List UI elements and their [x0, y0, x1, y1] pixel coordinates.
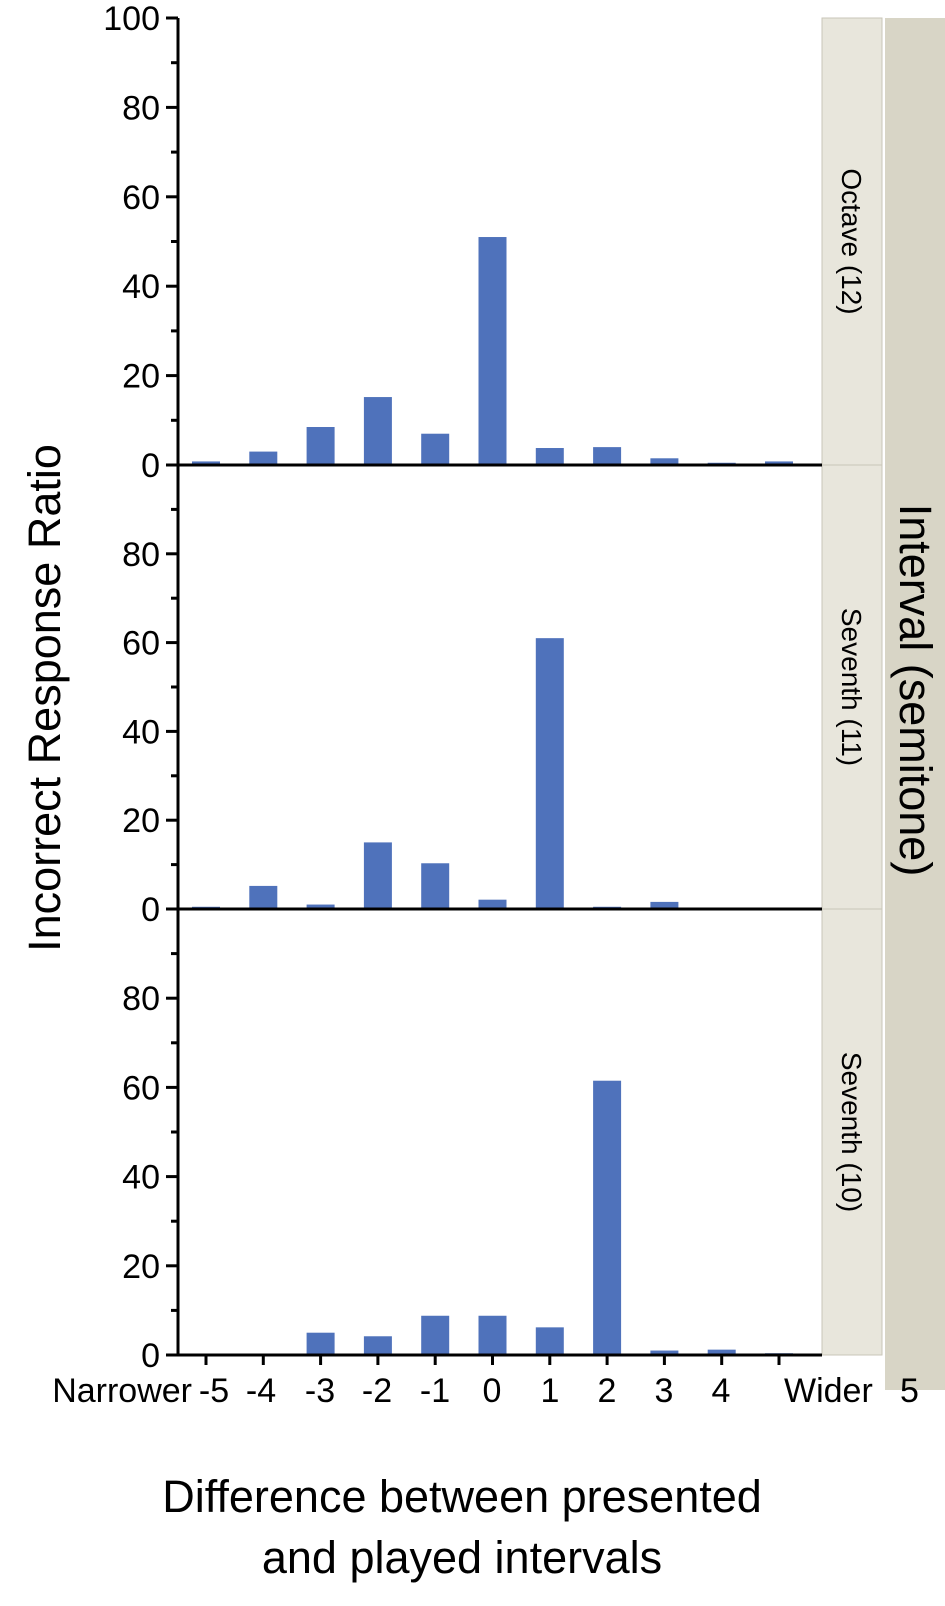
x-axis-title-line-2: and played intervals [262, 1532, 662, 1583]
bar [249, 885, 278, 909]
bar [306, 1332, 335, 1355]
y-tick-label: 40 [122, 713, 160, 751]
x-tick-label: 0 [483, 1372, 502, 1410]
chart-panel: 0 20 40 60 80 [122, 909, 822, 1375]
panel-strip-label: Seventh (10) [836, 1052, 867, 1212]
bar [363, 842, 392, 909]
bar [707, 1349, 736, 1355]
y-tick-label: 40 [122, 268, 160, 306]
x-axis-title-line-1: Difference between presented [162, 1471, 762, 1522]
bar [421, 1315, 450, 1355]
x-tick-label: -2 [362, 1372, 392, 1410]
bar [593, 447, 622, 465]
panel-strip-label: Octave (12) [836, 168, 867, 314]
bar [421, 433, 450, 465]
y-tick-label: 0 [141, 447, 160, 485]
bar [593, 1080, 622, 1355]
chart-panel: 0 20 40 60 80 100 [103, 0, 822, 485]
bar [535, 448, 564, 465]
bar [650, 458, 679, 465]
x-tick-label: -3 [305, 1372, 335, 1410]
y-tick-label: 0 [141, 1337, 160, 1375]
x-tick-label: Narrower [52, 1372, 192, 1410]
bar [478, 237, 507, 465]
y-tick-label: 80 [122, 980, 160, 1018]
facet-outer-strip [885, 18, 945, 1390]
y-tick-label: 20 [122, 1248, 160, 1286]
y-axis-title: Incorrect Response Ratio [19, 444, 70, 952]
x-tick-label: Wider [784, 1372, 873, 1410]
y-tick-label: 20 [122, 358, 160, 396]
x-tick-label: -4 [246, 1372, 276, 1410]
y-tick-label: 60 [122, 625, 160, 663]
y-tick-label: 80 [122, 89, 160, 127]
bar [765, 461, 793, 465]
bar [478, 899, 507, 909]
y-tick-label: 40 [122, 1159, 160, 1197]
y-tick-label: 0 [141, 891, 160, 929]
x-tick-label: 3 [655, 1372, 674, 1410]
chart-panels: 0 20 40 60 80 100 0 20 40 60 80 0 20 40 60 80 [103, 0, 822, 1375]
bar [306, 904, 335, 909]
y-tick-label: 100 [103, 0, 160, 38]
x-tick-label: 2 [598, 1372, 617, 1410]
bar [478, 1315, 507, 1355]
bar [192, 461, 220, 465]
facet-title: Interval (semitone) [890, 504, 941, 877]
x-tick-label: -5 [199, 1372, 229, 1410]
bar [650, 1350, 679, 1355]
x-axis-ticks: Narrower -5 -4 -3 -2 -1 0 1 2 3 4 Wider 5 [52, 1355, 919, 1410]
bar [306, 427, 335, 465]
y-tick-label: 60 [122, 179, 160, 217]
x-tick-label: 1 [541, 1372, 560, 1410]
bar [535, 638, 564, 909]
bar [249, 451, 278, 465]
chart-panel: 0 20 40 60 80 [122, 465, 822, 929]
bar [650, 901, 679, 909]
bar [535, 1327, 564, 1355]
x-tick-label: 5 [900, 1372, 919, 1410]
bar [421, 863, 450, 909]
y-tick-label: 80 [122, 536, 160, 574]
y-tick-label: 60 [122, 1069, 160, 1107]
x-tick-label: 4 [712, 1372, 731, 1410]
panel-strip-label: Seventh (11) [836, 608, 867, 766]
panel-strip [821, 464, 883, 910]
panel-strip [821, 908, 883, 1356]
bar [363, 1336, 392, 1355]
x-tick-label: -1 [420, 1372, 450, 1410]
panel-strips: Octave (12) Seventh (11) Seventh (10) [821, 17, 883, 1356]
bar [363, 397, 392, 465]
y-tick-label: 20 [122, 802, 160, 840]
